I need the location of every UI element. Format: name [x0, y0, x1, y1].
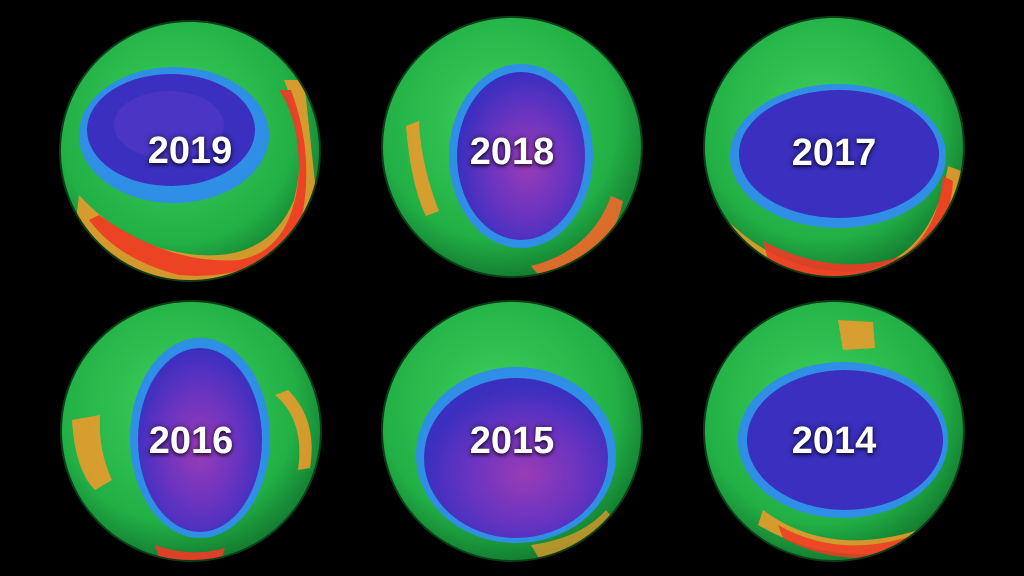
globe-2015: 2015 [381, 300, 643, 562]
globe-2015-map [381, 300, 643, 562]
globe-2016: 2016 [60, 300, 322, 562]
globe-2018-map [381, 16, 643, 278]
globe-2017: 2017 [703, 16, 965, 278]
globe-2019-map [59, 20, 321, 282]
globe-2019: 2019 [59, 20, 321, 282]
globe-2017-map [703, 16, 965, 278]
globe-2016-map [60, 300, 322, 562]
globe-2014: 2014 [703, 300, 965, 562]
globe-2018: 2018 [381, 16, 643, 278]
globe-2014-map [703, 300, 965, 562]
